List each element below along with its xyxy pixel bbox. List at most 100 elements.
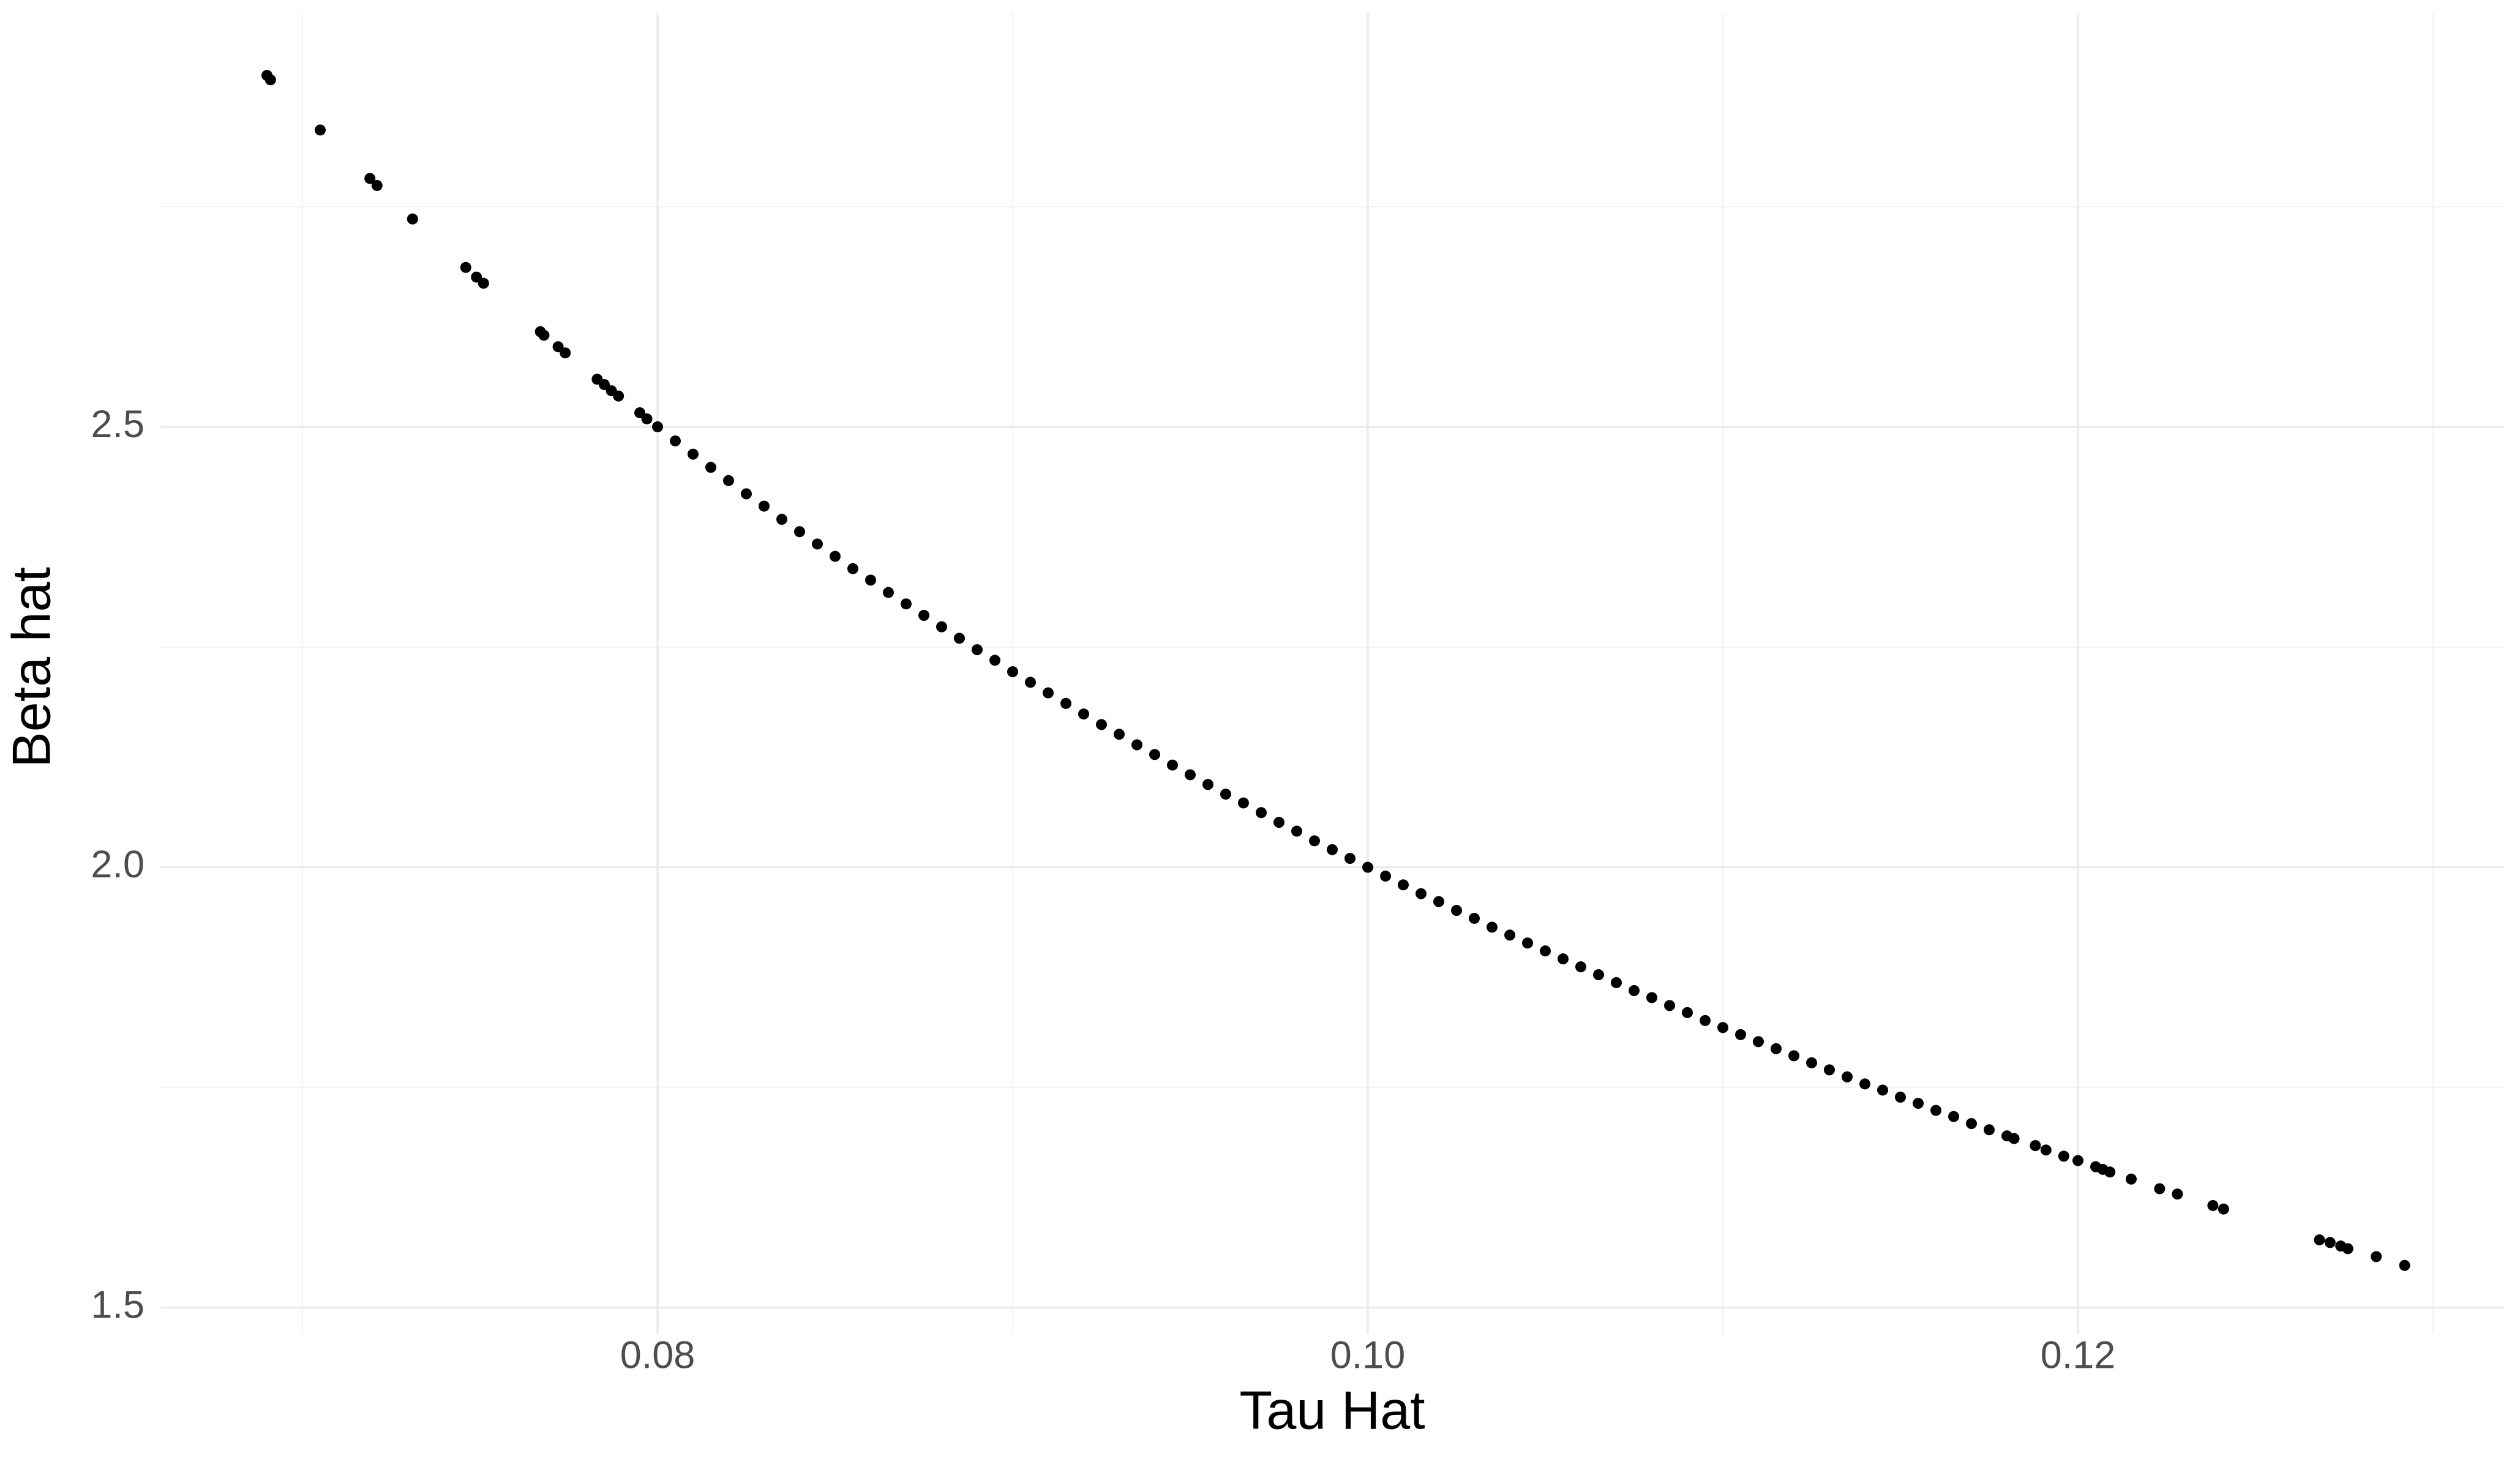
point (812, 538, 823, 550)
point (2371, 1251, 2382, 1262)
point (936, 621, 947, 632)
point (741, 488, 752, 500)
point (552, 341, 564, 353)
point (1895, 1091, 1906, 1103)
x-axis-title: Tau Hat (1239, 1379, 1425, 1440)
point (2058, 1150, 2069, 1162)
point (883, 587, 894, 598)
point (364, 173, 376, 184)
point (1398, 879, 1409, 891)
point (2072, 1155, 2083, 1166)
point (2207, 1199, 2219, 1211)
point (1558, 953, 1569, 965)
point (1149, 749, 1160, 760)
point (1930, 1105, 1941, 1116)
point (264, 74, 276, 86)
point (1185, 769, 1196, 781)
x-tick-label: 0.12 (2041, 1334, 2116, 1377)
point (2399, 1259, 2410, 1271)
point (1344, 853, 1356, 865)
x-tick-label: 0.10 (1330, 1334, 1406, 1377)
point (1416, 888, 1427, 899)
point (1842, 1071, 1853, 1082)
point (1824, 1064, 1835, 1076)
point (972, 644, 983, 656)
point (1273, 817, 1284, 828)
point (1984, 1124, 1995, 1136)
point (1913, 1098, 1924, 1109)
point (705, 462, 716, 473)
point (1291, 825, 1302, 837)
point (2008, 1133, 2020, 1144)
point (1131, 739, 1142, 751)
point (1629, 985, 1640, 996)
point (1256, 807, 1267, 819)
points (261, 70, 2410, 1271)
point (1451, 905, 1462, 917)
point (1362, 861, 1373, 873)
grid (160, 13, 2504, 1334)
point (830, 550, 841, 562)
point (1646, 992, 1657, 1003)
point (1433, 896, 1444, 907)
point (1469, 912, 1480, 924)
point (407, 213, 418, 225)
point (1043, 687, 1054, 699)
y-tick-label: 2.5 (91, 403, 144, 446)
point (954, 632, 965, 644)
point (460, 261, 471, 273)
point (1078, 708, 1089, 720)
point (1096, 719, 1107, 730)
point (1202, 779, 1213, 790)
point (1611, 977, 1622, 988)
point (1220, 789, 1231, 800)
y-tick-label: 1.5 (91, 1283, 144, 1326)
y-axis-title: Beta hat (1, 567, 61, 768)
point (901, 598, 912, 610)
point (371, 179, 383, 191)
point (1664, 1000, 1675, 1011)
point (478, 277, 489, 289)
point (1114, 729, 1125, 740)
point (1025, 677, 1036, 688)
point (1700, 1015, 1711, 1026)
point (1487, 921, 1498, 933)
point (1753, 1036, 1764, 1048)
point (776, 514, 787, 525)
point (918, 610, 929, 621)
point (1859, 1078, 1870, 1090)
point (723, 474, 734, 486)
point (794, 526, 805, 538)
point (2104, 1166, 2116, 1178)
point (2172, 1188, 2183, 1200)
point (1806, 1057, 1817, 1068)
point (1575, 961, 1586, 973)
point (989, 654, 1000, 666)
point (1007, 666, 1018, 678)
point (634, 407, 645, 419)
point (1060, 697, 1071, 709)
point (1735, 1029, 1746, 1040)
point (847, 563, 858, 574)
point (538, 329, 550, 341)
point (1380, 870, 1391, 882)
point (2342, 1243, 2353, 1255)
point (2154, 1183, 2166, 1195)
point (759, 500, 770, 512)
point (1966, 1118, 1977, 1130)
point (471, 271, 482, 283)
point (670, 435, 681, 447)
point (560, 347, 571, 359)
point (1327, 844, 1338, 855)
point (2030, 1140, 2041, 1152)
point (641, 413, 653, 425)
point (2314, 1234, 2325, 1246)
point (1238, 797, 1249, 809)
point (1682, 1007, 1693, 1018)
point (865, 574, 876, 586)
point (1717, 1022, 1728, 1033)
point (613, 390, 624, 402)
point (1593, 969, 1604, 981)
point (1540, 945, 1551, 957)
